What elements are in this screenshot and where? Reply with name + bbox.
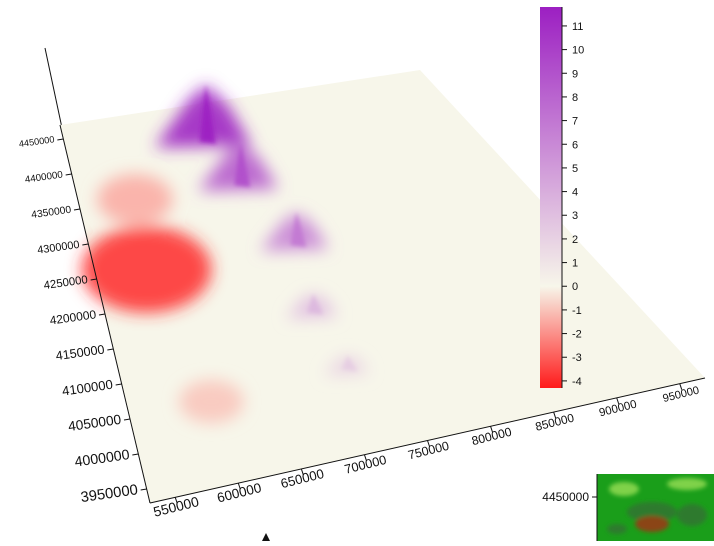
colorbar-tick-label: 9 [572, 68, 578, 80]
y-tick-label: 4400000 [24, 169, 64, 185]
ridge-south-hills [341, 355, 358, 372]
inset-map: 4450000 [542, 474, 714, 541]
inset-region [677, 504, 707, 526]
surface [60, 70, 705, 503]
colorbar-tick-label: 10 [572, 45, 584, 57]
z-axis-line [44, 47, 63, 129]
colorbar-tick-label: 8 [572, 92, 578, 104]
y-tick [132, 453, 139, 456]
x-tick [237, 482, 241, 490]
x-tick [174, 497, 178, 504]
y-tick [90, 278, 97, 281]
y-tick [98, 313, 106, 316]
colorbar-tick-label: -2 [572, 329, 582, 341]
inset-region [609, 482, 639, 496]
surface-features [81, 84, 370, 424]
y-tick-label: 3950000 [80, 482, 139, 506]
ridge-ridge-north [234, 142, 251, 187]
inset-region [627, 502, 677, 522]
surface-southwest-low [179, 379, 244, 424]
colorbar-tick-label: -1 [572, 305, 582, 317]
x-tick [553, 411, 557, 419]
ridge-ridge-mid [290, 212, 307, 248]
y-tick-label: 4250000 [43, 274, 89, 292]
ridge-ridge-low [307, 294, 324, 315]
y-tick [115, 383, 122, 386]
y-tick [140, 488, 147, 491]
inset-region [667, 478, 707, 490]
y-tick [107, 348, 114, 351]
colorbar-tick-label: 11 [572, 21, 583, 33]
colorbar-tick-label: 4 [572, 187, 578, 199]
colorbar-tick-label: 6 [572, 139, 578, 151]
y-tick-label: 4100000 [61, 377, 114, 399]
colorbar-tick-label: 3 [572, 210, 578, 222]
colorbar-tick-label: 1 [572, 258, 578, 270]
surface-trough [81, 226, 212, 313]
y-tick [73, 208, 81, 211]
y-tick [65, 173, 72, 176]
x-tick [679, 383, 683, 390]
y-tick-label: 4200000 [49, 307, 98, 327]
y-tick-label: 4350000 [31, 205, 72, 222]
colorbar-tick-label: 7 [572, 116, 578, 128]
y-tick-label: 4300000 [37, 239, 81, 257]
inset-region [635, 516, 669, 532]
colorbar-tick-label: 5 [572, 163, 578, 175]
colorbar-gradient [540, 7, 562, 388]
x-tick [427, 440, 430, 447]
surface-west-low [97, 174, 173, 225]
colorbar-tick-label: 0 [572, 281, 578, 293]
ridge-peak [199, 84, 216, 144]
ridge-shading [199, 84, 358, 372]
y-tick [123, 418, 131, 421]
y-tick [82, 243, 89, 246]
north-arrow-icon [262, 533, 270, 541]
y-tick [57, 138, 64, 141]
colorbar-tick-label: -3 [572, 352, 582, 364]
x-tick [300, 468, 304, 476]
colorbar: -4 -3 -2 -1 0 1 2 3 4 5 6 7 8 9 10 11 [540, 7, 584, 388]
y-tick-label: 4050000 [67, 412, 122, 434]
x-tick [616, 397, 620, 405]
colorbar-tick-label: 2 [572, 234, 578, 246]
inset-tick-label: 4450000 [542, 490, 589, 504]
x-tick [490, 426, 494, 433]
inset-region [607, 524, 627, 534]
colorbar-tick-label: -4 [572, 376, 582, 388]
y-tick-label: 4450000 [18, 134, 55, 149]
y-tick-label: 4000000 [74, 447, 131, 471]
y-tick-label: 4150000 [55, 342, 106, 363]
x-tick [363, 454, 367, 461]
